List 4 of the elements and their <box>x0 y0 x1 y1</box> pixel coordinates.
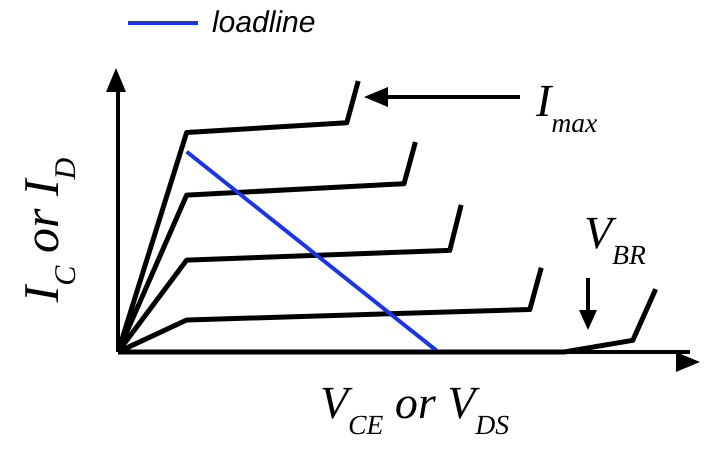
annotation: V$_{BR}$ <box>584 207 646 270</box>
legend-label: loadline <box>212 6 316 40</box>
x-axis-title: V$_{CE}$ or V$_{DS}$ <box>320 377 510 440</box>
annotation: I$_{max}$ <box>535 75 598 138</box>
